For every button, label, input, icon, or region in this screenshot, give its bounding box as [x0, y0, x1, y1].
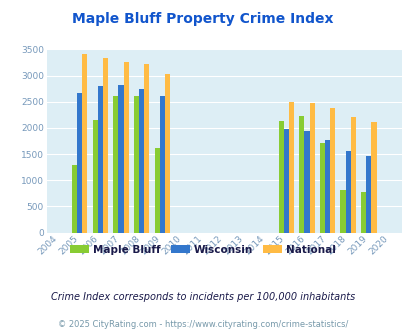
Bar: [103, 58, 108, 233]
Bar: [77, 93, 82, 233]
Bar: [319, 143, 324, 233]
Bar: [324, 140, 329, 233]
Bar: [164, 74, 170, 233]
Bar: [340, 190, 345, 233]
Bar: [278, 121, 283, 233]
Legend: Maple Bluff, Wisconsin, National: Maple Bluff, Wisconsin, National: [66, 241, 339, 259]
Bar: [360, 192, 365, 233]
Text: Maple Bluff Property Crime Index: Maple Bluff Property Crime Index: [72, 12, 333, 25]
Bar: [113, 96, 118, 233]
Bar: [72, 165, 77, 233]
Bar: [365, 156, 371, 233]
Bar: [304, 131, 309, 233]
Bar: [134, 96, 139, 233]
Bar: [329, 108, 335, 233]
Bar: [160, 96, 164, 233]
Bar: [154, 148, 160, 233]
Text: Crime Index corresponds to incidents per 100,000 inhabitants: Crime Index corresponds to incidents per…: [51, 292, 354, 302]
Bar: [118, 85, 123, 233]
Bar: [298, 116, 304, 233]
Bar: [288, 102, 293, 233]
Bar: [92, 120, 98, 233]
Text: © 2025 CityRating.com - https://www.cityrating.com/crime-statistics/: © 2025 CityRating.com - https://www.city…: [58, 320, 347, 329]
Bar: [98, 86, 103, 233]
Bar: [345, 151, 350, 233]
Bar: [350, 117, 355, 233]
Bar: [144, 64, 149, 233]
Bar: [139, 89, 144, 233]
Bar: [123, 61, 128, 233]
Bar: [371, 122, 376, 233]
Bar: [82, 54, 87, 233]
Bar: [309, 103, 314, 233]
Bar: [283, 128, 288, 233]
